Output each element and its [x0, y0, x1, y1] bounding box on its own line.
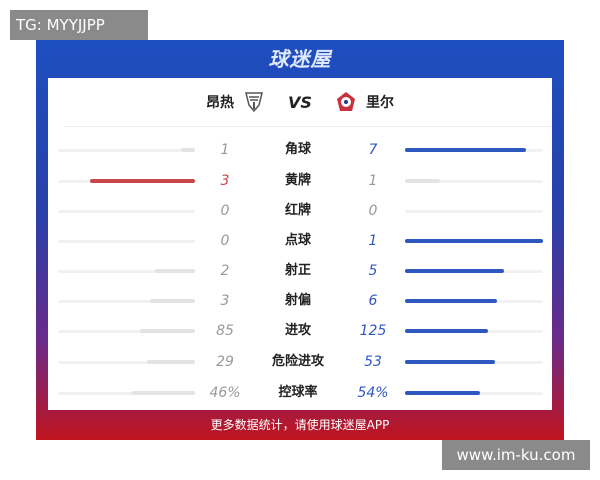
stat-label: 危险进攻: [271, 354, 324, 369]
away-value: 5: [368, 263, 378, 279]
home-team-name: 昂热: [206, 95, 235, 111]
stat-row: 3 黄牌 1: [48, 171, 552, 191]
stat-label: 进攻: [284, 323, 311, 338]
home-value: 0: [220, 203, 230, 219]
stat-label: 点球: [284, 233, 311, 248]
home-value: 29: [216, 354, 234, 370]
home-bar: [140, 329, 195, 333]
home-bar-track: [58, 149, 195, 152]
home-value: 1: [220, 142, 230, 158]
home-bar-track: [58, 300, 195, 303]
watermark-top: TG: MYYJJPP: [10, 10, 148, 40]
home-bar: [132, 391, 195, 395]
away-bar: [405, 269, 504, 273]
away-value: 1: [368, 173, 378, 189]
away-bar-track: [405, 210, 543, 213]
away-bar: [405, 299, 497, 303]
home-bar-track: [58, 270, 195, 273]
away-team-crest-icon: [336, 92, 355, 111]
home-bar: [90, 179, 195, 183]
home-bar: [181, 148, 195, 152]
stat-row: 0 点球 1: [48, 231, 552, 251]
stat-label: 红牌: [284, 203, 311, 218]
away-value: 6: [368, 293, 378, 309]
stat-label: 黄牌: [284, 173, 311, 188]
footer-promo[interactable]: 更多数据统计，请使用球迷屋APP: [210, 418, 390, 432]
stat-row: 85 进攻 125: [48, 321, 552, 341]
home-bar: [155, 269, 195, 273]
stat-row: 46% 控球率 54%: [48, 383, 552, 403]
away-bar-track: [405, 180, 543, 183]
home-bar-track: [58, 330, 195, 333]
away-team-name: 里尔: [365, 95, 394, 111]
stat-row: 0 红牌 0: [48, 201, 552, 221]
home-value: 0: [220, 233, 230, 249]
home-bar-track: [58, 392, 195, 395]
stat-row: 29 危险进攻 53: [48, 352, 552, 372]
home-bar: [147, 360, 195, 364]
stats-panel: 球迷屋 昂热 VS 里尔 1 角球 7 3 黄牌 1 0 红牌 0 0 点球 1: [36, 40, 564, 440]
home-bar-track: [58, 210, 195, 213]
home-value: 3: [220, 293, 230, 309]
away-value: 0: [368, 203, 378, 219]
stats-card: 昂热 VS 里尔 1 角球 7 3 黄牌 1 0 红牌 0 0 点球 1 2 射…: [48, 78, 552, 410]
away-value: 125: [359, 323, 387, 339]
away-value: 7: [368, 142, 378, 158]
home-value: 46%: [209, 385, 241, 401]
away-value: 53: [364, 354, 382, 370]
away-bar: [405, 391, 480, 395]
home-value: 2: [220, 263, 230, 279]
match-header: 昂热 VS 里尔: [48, 78, 552, 126]
stat-row: 2 射正 5: [48, 261, 552, 281]
stat-row: 1 角球 7: [48, 140, 552, 160]
watermark-bottom: www.im-ku.com: [442, 440, 590, 470]
away-bar: [405, 329, 488, 333]
away-bar: [405, 360, 495, 364]
stat-label: 控球率: [278, 385, 318, 400]
home-bar-track: [58, 240, 195, 243]
vs-label: VS: [288, 92, 312, 112]
home-value: 85: [216, 323, 234, 339]
divider: [64, 126, 552, 127]
away-value: 54%: [357, 385, 389, 401]
home-bar: [150, 299, 195, 303]
stat-label: 射正: [284, 263, 311, 278]
brand-logo: 球迷屋: [268, 47, 332, 71]
stat-label: 角球: [284, 142, 311, 157]
home-bar-track: [58, 361, 195, 364]
away-bar: [405, 148, 526, 152]
home-team-crest-icon: [245, 92, 264, 113]
stat-row: 3 射偏 6: [48, 291, 552, 311]
away-value: 1: [368, 233, 378, 249]
away-bar: [405, 179, 440, 183]
home-value: 3: [220, 173, 230, 189]
stat-label: 射偏: [284, 293, 311, 308]
away-bar: [405, 239, 543, 243]
